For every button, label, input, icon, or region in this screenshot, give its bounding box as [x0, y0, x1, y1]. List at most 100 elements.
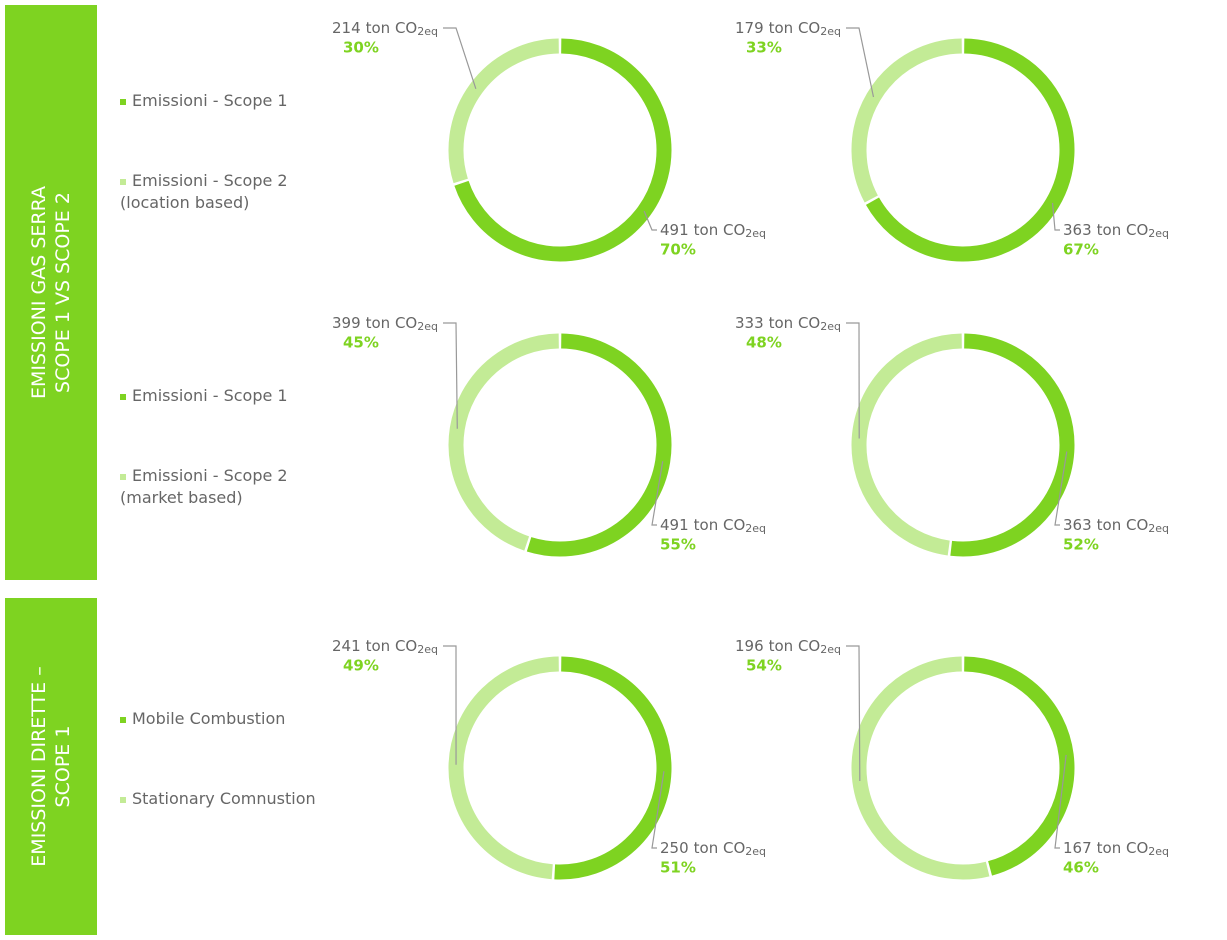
legend-text: Stationary Comnustion [132, 789, 316, 808]
ton-label: 250 ton CO2eq [660, 839, 766, 859]
section-label: EMISSIONI GAS SERRA SCOPE 1 VS SCOPE 2 [28, 186, 74, 399]
legend-swatch [120, 716, 126, 723]
legend-swatch [120, 178, 126, 185]
leader-line [443, 27, 477, 90]
section-line: EMISSIONI DIRETTE – [28, 666, 50, 866]
section-bar [5, 5, 97, 580]
leader-line [443, 322, 458, 429]
ton-label: 167 ton CO2eq [1063, 839, 1169, 859]
leader-line [846, 645, 861, 782]
percent-label: 67% [1063, 241, 1099, 259]
ton-unit: ton CO [366, 314, 418, 332]
legend-item: Emissioni - Scope 1 [120, 385, 335, 407]
ton-label: 491 ton CO2eq [660, 221, 766, 241]
donut-segment [964, 656, 1075, 876]
ton-unit: ton CO [366, 19, 418, 37]
ton-unit: ton CO [694, 516, 746, 534]
legend-swatch [120, 393, 126, 400]
ton-unit-sub: 2eq [745, 845, 766, 858]
donut-segment [851, 38, 962, 203]
ton-label: 196 ton CO2eq [735, 637, 841, 657]
percent-label: 54% [746, 657, 782, 675]
ton-value: 491 [660, 516, 689, 534]
ton-label: 214 ton CO2eq [332, 19, 438, 39]
legend-text: Emissioni - Scope 1 [132, 386, 288, 405]
ton-unit: ton CO [694, 839, 746, 857]
donut-segment [950, 333, 1075, 557]
ton-unit: ton CO [1097, 221, 1149, 239]
ton-unit-sub: 2eq [1148, 845, 1169, 858]
ton-value: 250 [660, 839, 689, 857]
donut-segment [526, 333, 672, 557]
ton-value: 241 [332, 637, 361, 655]
ton-unit-sub: 2eq [1148, 522, 1169, 535]
section-line: SCOPE 1 VS SCOPE 2 [52, 192, 74, 393]
leader-line [651, 461, 664, 526]
ton-unit: ton CO [769, 314, 821, 332]
ton-unit: ton CO [1097, 839, 1149, 857]
percent-label: 55% [660, 536, 696, 554]
donut-segment [554, 656, 672, 880]
leader-line [443, 645, 457, 765]
leader-line [846, 27, 875, 98]
legend-item: Emissioni - Scope 2 (market based) [120, 465, 335, 509]
ton-value: 363 [1063, 221, 1092, 239]
leader-line [1054, 754, 1067, 849]
legend-swatch [120, 473, 126, 480]
donut-segment [448, 38, 559, 184]
percent-label: 48% [746, 334, 782, 352]
legend-text: Emissioni - Scope 2 (market based) [120, 466, 288, 507]
ton-value: 491 [660, 221, 689, 239]
legend-text: Mobile Combustion [132, 709, 286, 728]
donut-segment [851, 656, 990, 880]
percent-label: 45% [343, 334, 379, 352]
ton-value: 214 [332, 19, 361, 37]
legend-item: Emissioni - Scope 2 (location based) [120, 170, 335, 214]
leader-line [1051, 202, 1060, 231]
legend-text: Emissioni - Scope 1 [132, 91, 288, 110]
percent-label: 49% [343, 657, 379, 675]
leader-line [846, 322, 860, 439]
percent-label: 46% [1063, 859, 1099, 877]
ton-unit-sub: 2eq [820, 643, 841, 656]
donut-segment [865, 38, 1075, 262]
leader-line [643, 210, 657, 231]
section-line: EMISSIONI GAS SERRA [28, 186, 50, 399]
ton-label: 333 ton CO2eq [735, 314, 841, 334]
ton-value: 333 [735, 314, 764, 332]
legend-item: Emissioni - Scope 1 [120, 90, 335, 112]
ton-label: 241 ton CO2eq [332, 637, 438, 657]
ton-unit-sub: 2eq [1148, 227, 1169, 240]
ton-unit-sub: 2eq [417, 320, 438, 333]
ton-value: 363 [1063, 516, 1092, 534]
ton-label: 491 ton CO2eq [660, 516, 766, 536]
legend-swatch [120, 98, 126, 105]
legend-text: Emissioni - Scope 2 (location based) [120, 171, 288, 212]
percent-label: 52% [1063, 536, 1099, 554]
ton-value: 399 [332, 314, 361, 332]
donut-segment [448, 333, 559, 551]
ton-unit-sub: 2eq [745, 522, 766, 535]
donut-segment [448, 656, 559, 880]
percent-label: 33% [746, 39, 782, 57]
ton-label: 399 ton CO2eq [332, 314, 438, 334]
ton-unit-sub: 2eq [820, 320, 841, 333]
ton-value: 167 [1063, 839, 1092, 857]
ton-unit: ton CO [694, 221, 746, 239]
legend-swatch [120, 796, 126, 803]
ton-unit-sub: 2eq [417, 25, 438, 38]
section-bar [5, 598, 97, 935]
ton-value: 196 [735, 637, 764, 655]
donut-segment [851, 333, 962, 556]
leader-line [1054, 451, 1068, 526]
percent-label: 30% [343, 39, 379, 57]
ton-label: 363 ton CO2eq [1063, 221, 1169, 241]
legend-item: Stationary Comnustion [120, 788, 335, 810]
percent-label: 51% [660, 859, 696, 877]
ton-unit-sub: 2eq [820, 25, 841, 38]
ton-unit: ton CO [769, 637, 821, 655]
percent-label: 70% [660, 241, 696, 259]
ton-unit: ton CO [769, 19, 821, 37]
